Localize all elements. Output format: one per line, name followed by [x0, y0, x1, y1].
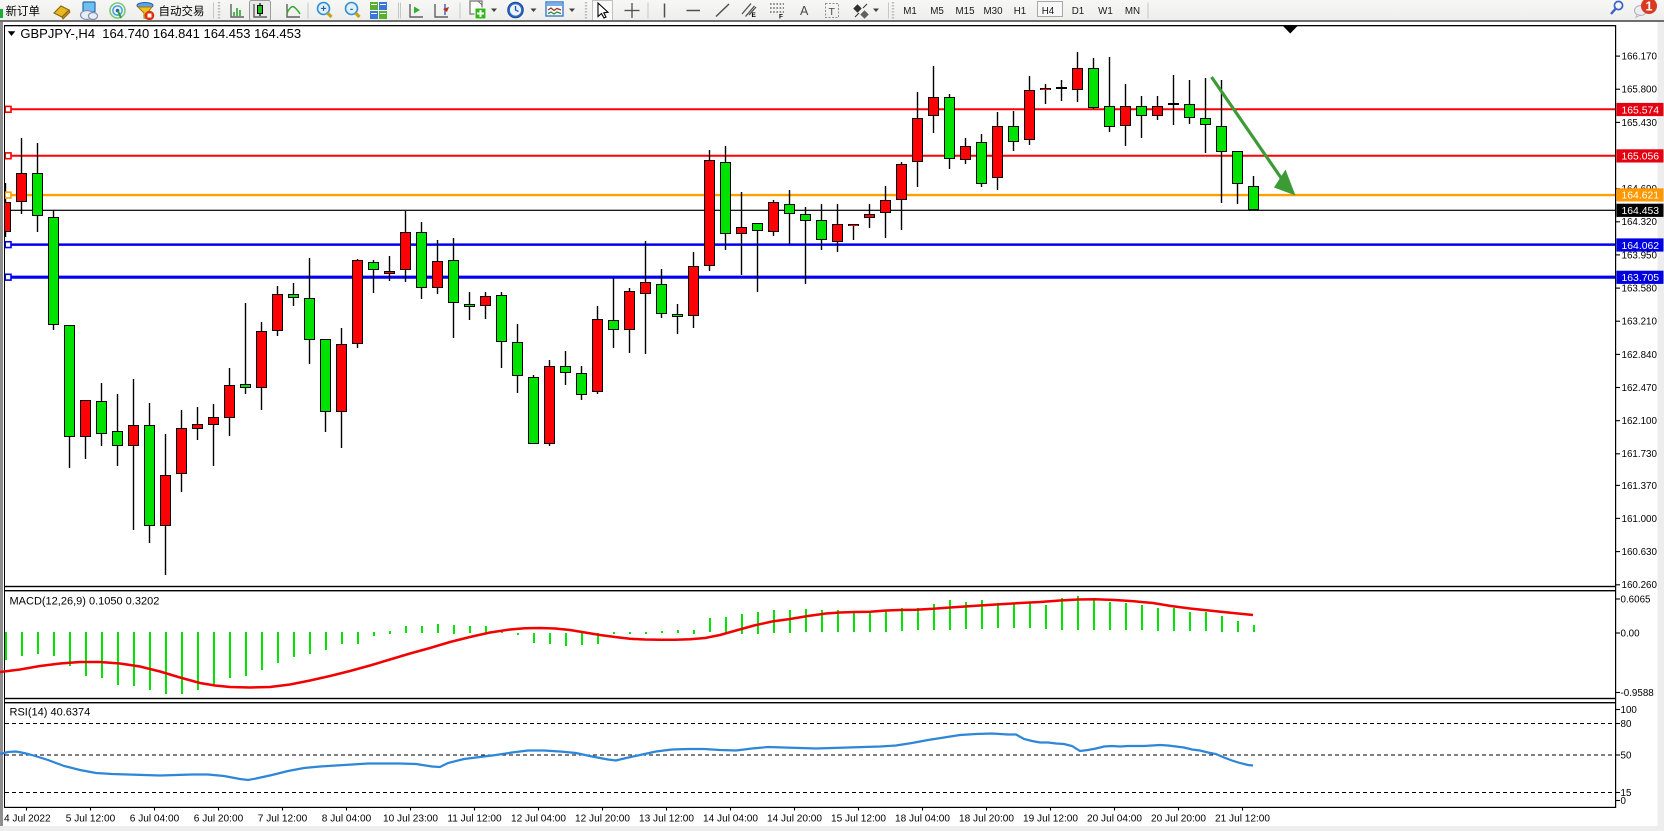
svg-text:165.574: 165.574	[1622, 105, 1660, 116]
svg-text:H4: H4	[1042, 6, 1055, 17]
svg-text:12 Jul 20:00: 12 Jul 20:00	[575, 814, 630, 825]
svg-text:5 Jul 12:00: 5 Jul 12:00	[66, 814, 116, 825]
svg-text:12 Jul 04:00: 12 Jul 04:00	[511, 814, 566, 825]
svg-text:0: 0	[1621, 796, 1627, 807]
svg-text:F: F	[779, 14, 783, 21]
svg-text:165.056: 165.056	[1622, 152, 1660, 163]
svg-text:T: T	[829, 6, 836, 18]
svg-text:7 Jul 12:00: 7 Jul 12:00	[258, 814, 308, 825]
svg-text:10 Jul 23:00: 10 Jul 23:00	[383, 814, 438, 825]
svg-text:164.621: 164.621	[1622, 191, 1660, 202]
svg-text:18 Jul 04:00: 18 Jul 04:00	[895, 814, 950, 825]
svg-text:8 Jul 04:00: 8 Jul 04:00	[322, 814, 372, 825]
svg-text:GBPJPY-,H4 164.740 164.841 16: GBPJPY-,H4 164.740 164.841 164.453 164.4…	[20, 26, 301, 41]
svg-text:164.453: 164.453	[1622, 206, 1660, 217]
svg-text:A: A	[800, 4, 809, 18]
svg-text:D1: D1	[1072, 6, 1085, 17]
svg-text:M30: M30	[983, 6, 1003, 17]
svg-text:160.260: 160.260	[1622, 580, 1658, 591]
svg-text:6 Jul 20:00: 6 Jul 20:00	[194, 814, 244, 825]
svg-text:MN: MN	[1125, 6, 1140, 17]
svg-text:15: 15	[1621, 788, 1632, 799]
svg-text:M15: M15	[955, 6, 975, 17]
svg-text:19 Jul 12:00: 19 Jul 12:00	[1023, 814, 1078, 825]
svg-text:0.00: 0.00	[1621, 628, 1641, 639]
svg-text:162.840: 162.840	[1622, 350, 1658, 361]
svg-text:1: 1	[1646, 0, 1653, 14]
svg-text:164.062: 164.062	[1622, 241, 1660, 252]
svg-text:50: 50	[1621, 750, 1632, 761]
svg-text:11 Jul 12:00: 11 Jul 12:00	[447, 814, 502, 825]
svg-text:6 Jul 04:00: 6 Jul 04:00	[130, 814, 180, 825]
svg-text:164.320: 164.320	[1622, 217, 1658, 228]
svg-text:0.6065: 0.6065	[1621, 594, 1652, 605]
svg-text:W1: W1	[1098, 6, 1113, 17]
svg-text:14 Jul 20:00: 14 Jul 20:00	[767, 814, 822, 825]
svg-text:15 Jul 12:00: 15 Jul 12:00	[831, 814, 886, 825]
svg-text:161.000: 161.000	[1622, 514, 1658, 525]
svg-text:13 Jul 12:00: 13 Jul 12:00	[639, 814, 694, 825]
svg-text:165.800: 165.800	[1622, 85, 1658, 96]
svg-text:14 Jul 04:00: 14 Jul 04:00	[703, 814, 758, 825]
svg-text:-0.9588: -0.9588	[1621, 688, 1655, 699]
svg-text:M5: M5	[930, 6, 944, 17]
svg-text:H1: H1	[1014, 6, 1027, 17]
svg-text:E: E	[752, 12, 757, 19]
svg-text:21 Jul 12:00: 21 Jul 12:00	[1215, 814, 1270, 825]
svg-text:163.950: 163.950	[1622, 250, 1658, 261]
svg-text:165.430: 165.430	[1622, 118, 1658, 129]
svg-text:163.705: 163.705	[1622, 273, 1660, 284]
svg-text:18 Jul 20:00: 18 Jul 20:00	[959, 814, 1014, 825]
svg-text:100: 100	[1621, 705, 1638, 716]
svg-text:162.470: 162.470	[1622, 383, 1658, 394]
svg-text:166.170: 166.170	[1622, 52, 1658, 63]
svg-text:+: +	[321, 4, 327, 15]
svg-text:163.210: 163.210	[1622, 317, 1658, 328]
svg-text:80: 80	[1621, 719, 1632, 730]
svg-text:162.100: 162.100	[1622, 416, 1658, 427]
svg-text:160.630: 160.630	[1622, 547, 1658, 558]
svg-text:163.580: 163.580	[1622, 284, 1658, 295]
svg-text:M1: M1	[903, 6, 917, 17]
svg-text:自动交易: 自动交易	[159, 4, 205, 18]
svg-text:161.730: 161.730	[1622, 449, 1658, 460]
svg-text:4 Jul 2022: 4 Jul 2022	[4, 814, 51, 825]
svg-text:MACD(12,26,9) 0.1050 0.3202: MACD(12,26,9) 0.1050 0.3202	[10, 596, 160, 608]
svg-text:161.370: 161.370	[1622, 481, 1658, 492]
svg-text:20 Jul 20:00: 20 Jul 20:00	[1151, 814, 1206, 825]
svg-text:20 Jul 04:00: 20 Jul 04:00	[1087, 814, 1142, 825]
svg-text:-: -	[350, 4, 353, 15]
svg-text:RSI(14) 40.6374: RSI(14) 40.6374	[10, 707, 91, 719]
svg-text:新订单: 新订单	[6, 4, 41, 18]
